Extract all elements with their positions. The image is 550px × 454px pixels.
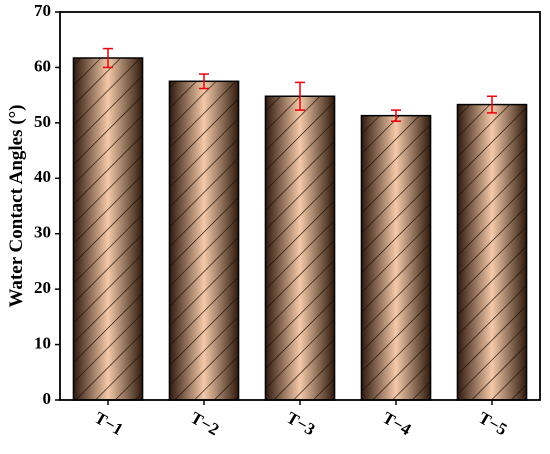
x-tick-label: T−2 — [187, 408, 222, 439]
x-tick-label: T−1 — [91, 408, 126, 439]
bar-hatch — [265, 96, 335, 400]
y-tick-label: 30 — [34, 223, 51, 242]
y-tick-label: 0 — [43, 389, 52, 408]
y-tick-label: 70 — [34, 1, 51, 20]
plot-frame — [59, 11, 541, 401]
x-tick-label: T−3 — [283, 408, 318, 439]
y-tick-label: 60 — [34, 56, 51, 75]
x-tick-label: T−4 — [379, 408, 415, 439]
y-axis-label: Water Contact Angles (°) — [6, 104, 27, 307]
bar-hatch — [73, 58, 143, 401]
bar-hatch — [457, 104, 527, 401]
x-tick-label: T−5 — [475, 408, 510, 439]
y-tick-label: 20 — [34, 278, 51, 297]
y-tick-label: 10 — [34, 333, 51, 352]
bar-hatch — [361, 115, 431, 400]
y-tick-label: 40 — [34, 167, 51, 186]
y-tick-label: 50 — [34, 112, 51, 131]
bar-hatch — [169, 81, 239, 401]
